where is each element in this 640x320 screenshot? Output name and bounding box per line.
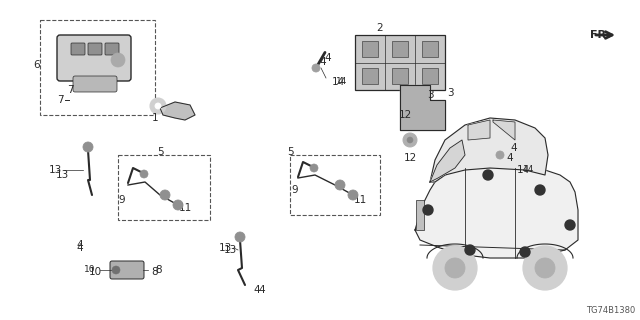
- Circle shape: [535, 258, 555, 278]
- FancyBboxPatch shape: [110, 261, 144, 279]
- Text: 13: 13: [219, 243, 232, 253]
- Circle shape: [535, 185, 545, 195]
- Text: 8: 8: [152, 267, 158, 277]
- Text: 2: 2: [377, 23, 383, 33]
- FancyBboxPatch shape: [71, 43, 85, 55]
- Text: 7: 7: [57, 95, 63, 105]
- Text: 13: 13: [49, 165, 62, 175]
- Text: 4: 4: [77, 243, 83, 253]
- Polygon shape: [468, 120, 490, 140]
- Text: 1: 1: [152, 113, 158, 123]
- Text: 14: 14: [332, 77, 344, 87]
- Bar: [362, 41, 378, 57]
- Bar: [416, 200, 424, 230]
- Text: 4: 4: [324, 53, 331, 63]
- Polygon shape: [400, 85, 445, 130]
- Circle shape: [465, 245, 475, 255]
- Text: TG74B1380: TG74B1380: [586, 306, 635, 315]
- Circle shape: [407, 137, 413, 143]
- Circle shape: [565, 220, 575, 230]
- Bar: [355, 35, 445, 90]
- Circle shape: [173, 200, 183, 210]
- Text: 9: 9: [118, 195, 125, 205]
- Circle shape: [112, 266, 120, 274]
- Circle shape: [496, 151, 504, 159]
- Text: 9: 9: [292, 185, 298, 195]
- Polygon shape: [430, 140, 465, 182]
- Text: 4: 4: [510, 143, 516, 153]
- Text: 4: 4: [507, 153, 513, 163]
- Circle shape: [483, 170, 493, 180]
- Circle shape: [433, 246, 477, 290]
- Text: FR.: FR.: [590, 30, 611, 40]
- FancyBboxPatch shape: [57, 35, 131, 81]
- Text: 10: 10: [88, 267, 102, 277]
- Circle shape: [335, 180, 345, 190]
- Text: 11: 11: [179, 203, 191, 213]
- Bar: [392, 68, 408, 84]
- Text: 10: 10: [83, 266, 95, 275]
- Text: 13: 13: [56, 170, 68, 180]
- Text: 6: 6: [34, 60, 40, 70]
- Text: 3: 3: [447, 88, 454, 98]
- Bar: [422, 41, 438, 57]
- Circle shape: [423, 205, 433, 215]
- Bar: [422, 68, 438, 84]
- Bar: [290, 155, 380, 215]
- Circle shape: [155, 103, 161, 109]
- Circle shape: [523, 246, 567, 290]
- Text: 8: 8: [155, 265, 162, 275]
- Bar: [118, 155, 210, 220]
- Text: 5: 5: [157, 147, 163, 157]
- Circle shape: [312, 64, 320, 72]
- FancyBboxPatch shape: [88, 43, 102, 55]
- Circle shape: [310, 164, 318, 172]
- Text: 4: 4: [77, 240, 83, 250]
- Circle shape: [235, 232, 245, 242]
- Bar: [362, 68, 378, 84]
- Text: 14: 14: [336, 77, 348, 86]
- Circle shape: [445, 258, 465, 278]
- Text: 12: 12: [398, 110, 412, 120]
- Polygon shape: [160, 102, 195, 120]
- Text: 14: 14: [523, 165, 534, 174]
- Text: 14: 14: [516, 165, 530, 175]
- Circle shape: [348, 190, 358, 200]
- Polygon shape: [430, 118, 548, 182]
- Text: 5: 5: [287, 147, 293, 157]
- Circle shape: [83, 142, 93, 152]
- Text: 11: 11: [353, 195, 367, 205]
- Text: 4: 4: [253, 285, 260, 295]
- Text: 3: 3: [427, 90, 433, 100]
- Circle shape: [403, 133, 417, 147]
- Circle shape: [140, 170, 148, 178]
- Polygon shape: [493, 120, 515, 140]
- Text: 4: 4: [258, 285, 264, 295]
- Circle shape: [150, 98, 166, 114]
- Circle shape: [160, 190, 170, 200]
- FancyBboxPatch shape: [73, 76, 117, 92]
- Circle shape: [111, 53, 125, 67]
- Text: 13: 13: [223, 245, 237, 255]
- Polygon shape: [415, 168, 578, 258]
- Text: 4: 4: [320, 57, 326, 67]
- Circle shape: [520, 247, 530, 257]
- FancyBboxPatch shape: [105, 43, 119, 55]
- Text: 7: 7: [67, 85, 74, 95]
- Bar: [392, 41, 408, 57]
- Bar: [40, 20, 155, 115]
- Text: 12: 12: [403, 153, 417, 163]
